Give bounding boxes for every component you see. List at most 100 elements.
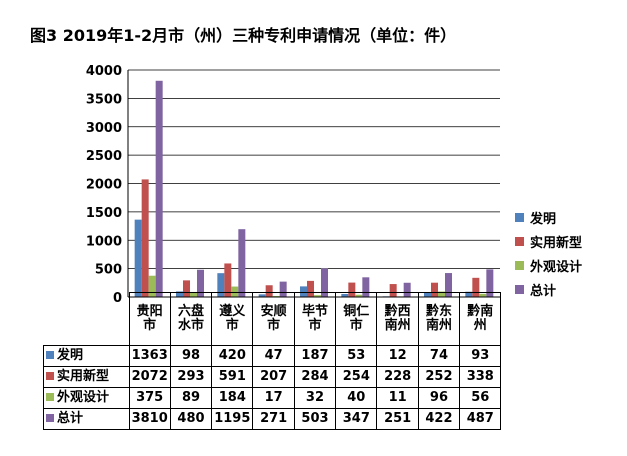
- table-row-header: 外观设计: [43, 387, 130, 409]
- table-row-swatch: [46, 372, 54, 380]
- category-label: 遵义市: [211, 292, 254, 346]
- legend-swatch: [515, 236, 524, 246]
- bar: [486, 269, 494, 297]
- bar: [403, 282, 411, 297]
- category-label-text: 安顺市: [260, 304, 287, 333]
- table-cell: 347: [335, 408, 378, 430]
- table-row-label: 发明: [57, 348, 84, 363]
- table-cell: 480: [169, 408, 213, 430]
- table-row-label: 实用新型: [57, 369, 110, 384]
- table-cell: 271: [252, 408, 295, 430]
- bar: [362, 277, 370, 297]
- table-cell: 40: [335, 387, 378, 409]
- category-label: 黔南州: [459, 292, 502, 346]
- table-cell: 293: [169, 366, 213, 388]
- table-cell: 187: [293, 345, 337, 367]
- table-cell: 47: [252, 345, 295, 367]
- legend-item: 实用新型: [515, 229, 582, 253]
- table-row-header: 实用新型: [43, 366, 130, 388]
- category-label-text: 黔西南州: [384, 304, 411, 333]
- category-label-text: 黔南州: [467, 304, 494, 333]
- table-cell: 228: [376, 366, 419, 388]
- bar: [348, 282, 356, 297]
- category-label: 黔西南州: [376, 292, 419, 346]
- legend-item: 总计: [515, 277, 582, 301]
- y-tick-label: 4000: [86, 64, 122, 79]
- category-label-text: 六盘水市: [177, 304, 204, 333]
- bar: [307, 280, 314, 297]
- table-cell: 96: [417, 387, 461, 409]
- table-row: 总计 3810 480 1195 271 503 347 251 422 487: [43, 408, 502, 430]
- category-label: 六盘水市: [169, 292, 213, 346]
- table-row-header: 总计: [43, 408, 130, 430]
- table-cell: 251: [376, 408, 419, 430]
- chart-title: 图3 2019年1-2月市（州）三种专利申请情况（单位：件）: [30, 26, 457, 45]
- legend-label: 发明: [530, 211, 557, 227]
- legend-label: 外观设计: [530, 259, 583, 275]
- legend-label: 实用新型: [530, 235, 583, 251]
- table-row: 实用新型 2072 293 591 207 284 254 228 252 338: [43, 366, 502, 388]
- bar: [217, 273, 225, 297]
- bar: [183, 280, 190, 297]
- bar: [155, 80, 163, 297]
- table-cell: 184: [211, 387, 254, 409]
- legend-swatch: [515, 212, 524, 222]
- bar: [300, 286, 307, 297]
- y-tick-label: 500: [95, 263, 122, 278]
- table-cell: 2072: [128, 366, 171, 388]
- y-tick-label: 1000: [86, 234, 122, 249]
- table-cell: 1363: [128, 345, 171, 367]
- table-cell: 74: [417, 345, 461, 367]
- table-cell: 375: [128, 387, 171, 409]
- category-label: 贵阳市: [128, 292, 171, 346]
- bar: [265, 285, 273, 297]
- category-label-text: 黔东南州: [425, 304, 452, 333]
- table-row-header: 发明: [43, 345, 130, 367]
- table-cell: 89: [169, 387, 213, 409]
- y-tick-label: 2500: [86, 149, 122, 164]
- bar: [238, 229, 246, 297]
- table-row-label: 总计: [57, 411, 84, 426]
- table-cell: 284: [293, 366, 337, 388]
- legend: 发明实用新型外观设计总计: [515, 205, 582, 301]
- table-corner: [43, 292, 130, 346]
- bar: [389, 284, 397, 297]
- y-tick-label: 1500: [86, 206, 122, 221]
- table-cell: 1195: [211, 408, 254, 430]
- table-cell: 11: [376, 387, 419, 409]
- category-label: 安顺市: [252, 292, 295, 346]
- bar: [279, 281, 287, 297]
- table-cell: 487: [459, 408, 502, 430]
- bar: [231, 286, 239, 297]
- legend-swatch: [515, 260, 524, 270]
- table-cell: 591: [211, 366, 254, 388]
- table-cell: 422: [417, 408, 461, 430]
- table-row: 发明 1363 98 420 47 187 53 12 74 93: [43, 345, 502, 367]
- table-cell: 53: [335, 345, 378, 367]
- bar: [431, 282, 438, 297]
- table-row-label: 外观设计: [57, 390, 110, 405]
- table-row-swatch: [46, 393, 54, 401]
- bar: [141, 179, 149, 297]
- category-label-text: 铜仁市: [343, 304, 370, 333]
- category-label-text: 贵阳市: [136, 304, 163, 333]
- legend-item: 发明: [515, 205, 582, 229]
- category-label-text: 毕节市: [301, 304, 328, 333]
- bar: [197, 269, 204, 297]
- table-row-swatch: [46, 351, 54, 359]
- y-tick-label: 3500: [86, 92, 122, 107]
- table-cell: 98: [169, 345, 213, 367]
- bar: [224, 263, 232, 297]
- category-label: 黔东南州: [417, 292, 461, 346]
- table-cell: 93: [459, 345, 502, 367]
- table-cell: 207: [252, 366, 295, 388]
- table-cell: 17: [252, 387, 295, 409]
- table-cell: 252: [417, 366, 461, 388]
- table-row-swatch: [46, 414, 54, 422]
- legend-swatch: [515, 284, 524, 294]
- table-cell: 420: [211, 345, 254, 367]
- table-cell: 3810: [128, 408, 171, 430]
- table-row: 外观设计 375 89 184 17 32 40 11 96 56: [43, 387, 502, 409]
- bar: [134, 219, 142, 297]
- category-label: 毕节市: [293, 292, 337, 346]
